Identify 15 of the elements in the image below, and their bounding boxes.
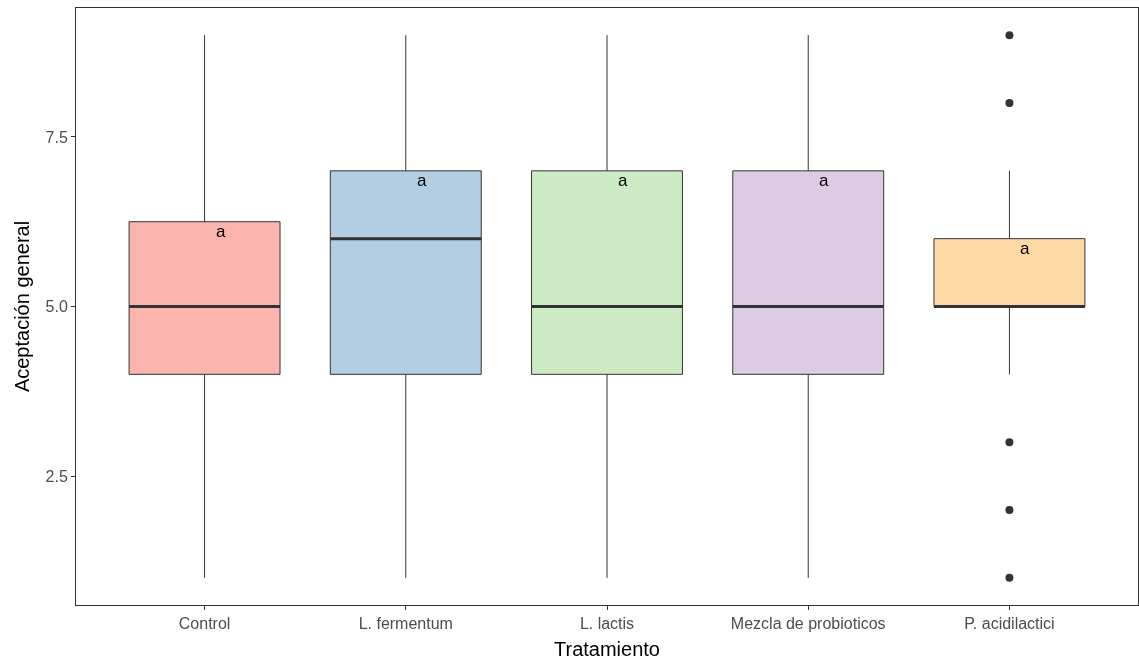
y-tick-label: 7.5 — [45, 128, 68, 146]
x-tick-label: L. lactis — [579, 615, 635, 633]
x-tick-label: P. acidilactici — [964, 615, 1055, 633]
annotation: a — [819, 171, 829, 190]
annotation: a — [618, 171, 628, 190]
x-tick-label: Mezcla de probioticos — [730, 615, 886, 633]
annotation: a — [216, 222, 226, 241]
annotation: a — [1020, 239, 1030, 258]
x-tick-label: Control — [178, 615, 231, 633]
annotation: a — [417, 171, 427, 190]
y-axis-title: Aceptación general — [11, 220, 34, 393]
y-tick-label: 2.5 — [45, 467, 68, 485]
x-tick-label: L. fermentum — [358, 615, 453, 633]
x-axis-title: Tratamiento — [554, 637, 660, 660]
y-tick-label: 5.0 — [45, 298, 68, 316]
